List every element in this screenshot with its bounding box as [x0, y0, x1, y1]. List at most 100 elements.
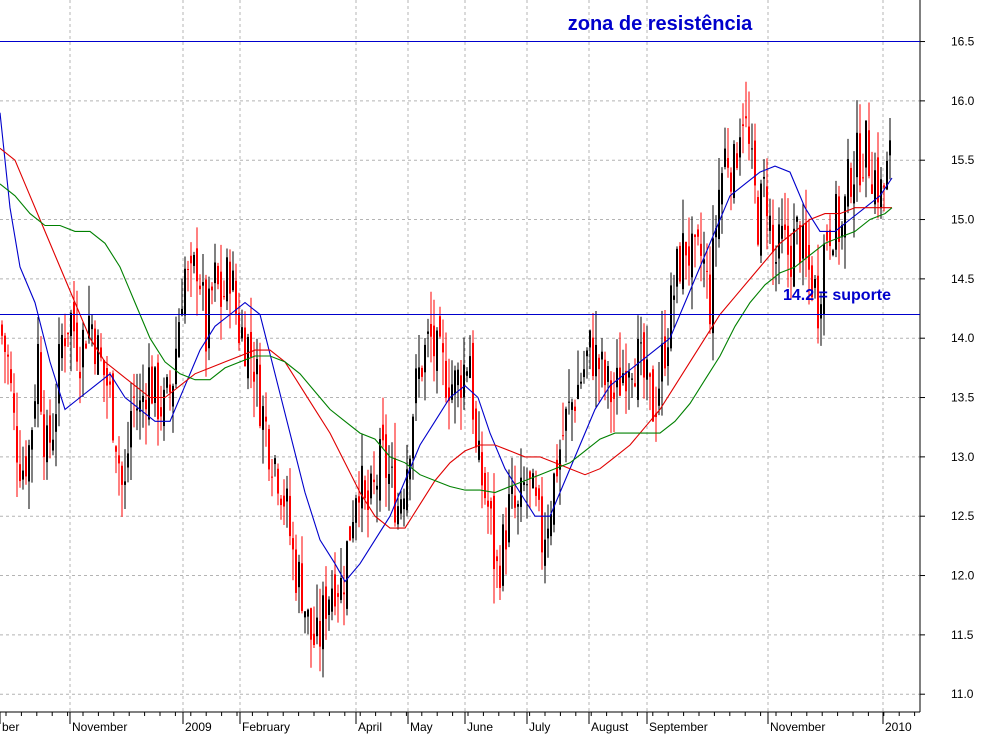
candle-body: [205, 279, 207, 352]
candle-body: [463, 364, 465, 398]
candle-body: [859, 133, 861, 186]
y-tick-label: 11.5: [951, 628, 974, 642]
candle-body: [772, 224, 774, 253]
candle-body: [442, 343, 444, 353]
candle-body: [712, 238, 714, 334]
candle-body: [505, 530, 507, 550]
candle-body: [238, 313, 240, 344]
candle-body: [355, 498, 357, 523]
candle-body: [604, 359, 606, 386]
candle-body: [133, 396, 135, 398]
candle-body: [511, 486, 513, 494]
candle-body: [181, 308, 183, 316]
y-tick-label: 16.0: [951, 94, 975, 108]
candle-body: [382, 424, 384, 441]
y-tick-label: 12.5: [951, 509, 975, 523]
candle-body: [565, 408, 567, 431]
candle-body: [709, 274, 711, 325]
candle-body: [616, 367, 618, 388]
candle-body: [577, 384, 579, 399]
candle-body: [664, 336, 666, 369]
candle-body: [685, 241, 687, 256]
candle-body: [31, 430, 33, 450]
candle-body: [361, 465, 363, 509]
candle-body: [274, 458, 276, 465]
candle-body: [778, 224, 780, 259]
candle-body: [265, 416, 267, 422]
candle-body: [655, 413, 657, 418]
candle-body: [397, 506, 399, 525]
candle-body: [841, 225, 843, 238]
candle-body: [256, 359, 258, 375]
candle-body: [445, 360, 447, 398]
candle-body: [79, 371, 81, 379]
candle-body: [451, 384, 453, 400]
candle-body: [406, 469, 408, 511]
x-tick-label: April: [358, 720, 382, 734]
candle-body: [43, 414, 45, 458]
candle-body: [328, 599, 330, 615]
candle-body: [823, 243, 825, 316]
candle-body: [790, 245, 792, 277]
candle-body: [733, 144, 735, 199]
candle-body: [193, 254, 195, 266]
candle-body: [727, 158, 729, 168]
candle-body: [112, 373, 114, 441]
x-tick-label: July: [529, 720, 550, 734]
candle-body: [316, 617, 318, 637]
candle-body: [169, 384, 171, 393]
candle-body: [466, 371, 468, 376]
candle-body: [175, 348, 177, 385]
plot-area: [0, 0, 920, 712]
candle-body: [40, 352, 42, 412]
candle-body: [163, 389, 165, 427]
candle-body: [25, 456, 27, 477]
x-tick-label: November: [770, 720, 825, 734]
candle-body: [553, 473, 555, 525]
candle-body: [358, 496, 360, 503]
candle-body: [805, 222, 807, 258]
candle-body: [757, 197, 759, 245]
candle-body: [868, 130, 870, 177]
candle-body: [145, 399, 147, 410]
x-tick-label: May: [410, 720, 433, 734]
candle-body: [10, 369, 12, 384]
candle-body: [724, 148, 726, 167]
candle-body: [643, 332, 645, 378]
moving-averages: [0, 112, 893, 583]
candle-body: [796, 216, 798, 222]
x-tick-label: September: [649, 720, 708, 734]
candle-body: [253, 371, 255, 382]
candle-body: [658, 388, 660, 406]
candle-body: [820, 304, 822, 319]
x-tick-label: ber: [2, 720, 19, 734]
candle-body: [586, 350, 588, 357]
candle-body: [817, 275, 819, 329]
candle-body: [334, 574, 336, 607]
candle-body: [1, 324, 3, 336]
candle-body: [292, 538, 294, 550]
candle-body: [742, 124, 744, 127]
candle-body: [739, 137, 741, 158]
candle-body: [592, 337, 594, 377]
candle-body: [262, 406, 264, 430]
candle-body: [157, 362, 159, 420]
candle-body: [184, 268, 186, 316]
candle-body: [232, 270, 234, 291]
candle-body: [775, 261, 777, 264]
candle-body: [493, 495, 495, 570]
candle-body: [28, 445, 30, 482]
candle-body: [736, 153, 738, 168]
candle-body: [541, 496, 543, 553]
y-tick-label: 15.5: [951, 153, 975, 167]
candle-body: [235, 280, 237, 314]
candle-body: [208, 288, 210, 349]
candle-body: [514, 495, 516, 508]
candle-body: [325, 586, 327, 619]
candle-body: [460, 375, 462, 398]
candle-body: [637, 339, 639, 400]
candle-body: [352, 522, 354, 539]
candle-body: [448, 387, 450, 401]
candle-body: [97, 335, 99, 375]
candle-body: [121, 465, 123, 485]
